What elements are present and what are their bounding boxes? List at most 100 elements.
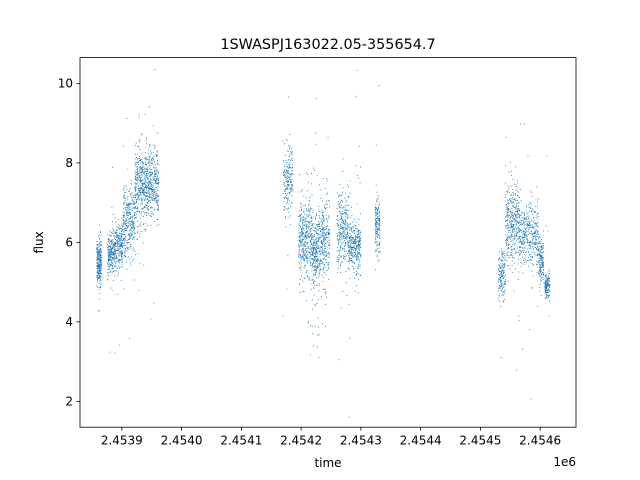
data-point: [135, 190, 137, 192]
data-point: [535, 255, 537, 257]
data-point: [545, 225, 547, 227]
data-point: [128, 190, 129, 192]
data-point: [311, 265, 313, 267]
data-point: [545, 278, 547, 279]
data-point: [530, 192, 532, 194]
data-point: [327, 251, 329, 253]
data-point: [117, 238, 119, 240]
data-point: [291, 167, 293, 169]
data-point: [304, 236, 305, 238]
data-point: [342, 241, 344, 243]
data-point: [287, 216, 289, 218]
data-point: [326, 296, 328, 298]
data-point: [516, 190, 518, 192]
data-point: [323, 276, 325, 278]
data-point: [348, 210, 350, 212]
data-point: [300, 190, 302, 192]
data-point: [304, 224, 306, 226]
data-point: [379, 217, 381, 219]
data-point: [302, 258, 304, 260]
data-point: [541, 249, 543, 250]
data-point: [540, 273, 542, 275]
data-point: [523, 263, 525, 265]
data-point: [545, 287, 546, 288]
data-point: [508, 243, 509, 245]
data-point: [517, 195, 518, 196]
data-point: [506, 220, 508, 222]
data-point: [542, 256, 544, 258]
data-point: [348, 252, 350, 254]
data-point: [154, 209, 155, 211]
data-point: [359, 266, 361, 268]
data-point: [543, 269, 545, 271]
data-point: [149, 182, 151, 184]
data-point: [517, 279, 519, 281]
data-point: [321, 224, 323, 226]
data-point: [532, 251, 534, 253]
x-tick-label: 2.4541: [220, 434, 262, 448]
data-point: [122, 251, 124, 253]
data-point: [144, 183, 146, 185]
data-point: [139, 187, 141, 189]
data-point: [521, 240, 523, 242]
data-point: [107, 272, 109, 274]
data-point: [303, 219, 305, 221]
data-point: [118, 260, 120, 261]
data-point: [376, 227, 378, 229]
data-point: [115, 258, 117, 260]
data-point: [506, 255, 508, 256]
data-point: [126, 118, 128, 120]
data-point: [148, 182, 150, 184]
data-point: [505, 165, 507, 167]
data-point: [308, 236, 309, 238]
data-point: [100, 259, 101, 261]
data-point: [510, 235, 512, 237]
data-point: [319, 282, 321, 284]
data-point: [110, 248, 112, 249]
data-point: [137, 203, 139, 205]
data-point: [153, 182, 155, 184]
data-point: [152, 158, 154, 160]
data-point: [522, 233, 524, 235]
data-point: [130, 234, 132, 236]
data-point: [529, 244, 531, 246]
data-point: [112, 241, 114, 242]
data-point: [323, 288, 325, 290]
data-point: [302, 254, 304, 256]
data-point: [142, 188, 144, 190]
data-point: [111, 249, 112, 251]
data-point: [345, 204, 347, 206]
data-point: [97, 276, 99, 278]
data-point: [505, 239, 507, 241]
data-point: [515, 206, 516, 208]
data-point: [548, 283, 549, 285]
data-point: [100, 262, 102, 264]
data-point: [318, 247, 320, 249]
data-point: [318, 260, 320, 262]
data-point: [541, 274, 542, 276]
data-point: [152, 189, 153, 191]
data-point: [139, 180, 141, 182]
data-point: [318, 224, 319, 226]
data-point: [309, 221, 311, 223]
data-point: [125, 185, 127, 187]
data-point: [139, 171, 141, 173]
data-point: [548, 280, 550, 282]
data-point: [378, 234, 380, 236]
data-point: [289, 156, 291, 158]
data-point: [302, 232, 304, 233]
data-point: [351, 251, 353, 253]
data-point: [136, 194, 138, 196]
data-point: [128, 206, 130, 208]
data-point: [358, 263, 360, 265]
data-point: [115, 254, 117, 256]
data-point: [547, 289, 549, 291]
data-point: [139, 168, 141, 170]
data-point: [147, 189, 149, 191]
data-point: [540, 279, 542, 281]
data-point: [354, 225, 356, 227]
data-point: [507, 235, 509, 237]
data-point: [531, 244, 533, 245]
data-point: [125, 230, 127, 232]
data-point: [341, 213, 343, 215]
